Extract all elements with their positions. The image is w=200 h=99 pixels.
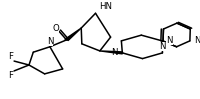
- Text: N: N: [193, 36, 200, 45]
- Polygon shape: [65, 28, 81, 40]
- Text: N: N: [166, 36, 172, 45]
- Text: N: N: [111, 48, 117, 57]
- Text: N: N: [159, 42, 165, 51]
- Text: F: F: [8, 52, 13, 61]
- Text: N: N: [46, 37, 53, 46]
- Text: O: O: [52, 24, 59, 33]
- Text: HN: HN: [99, 2, 111, 11]
- Polygon shape: [99, 51, 122, 54]
- Text: F: F: [8, 71, 13, 80]
